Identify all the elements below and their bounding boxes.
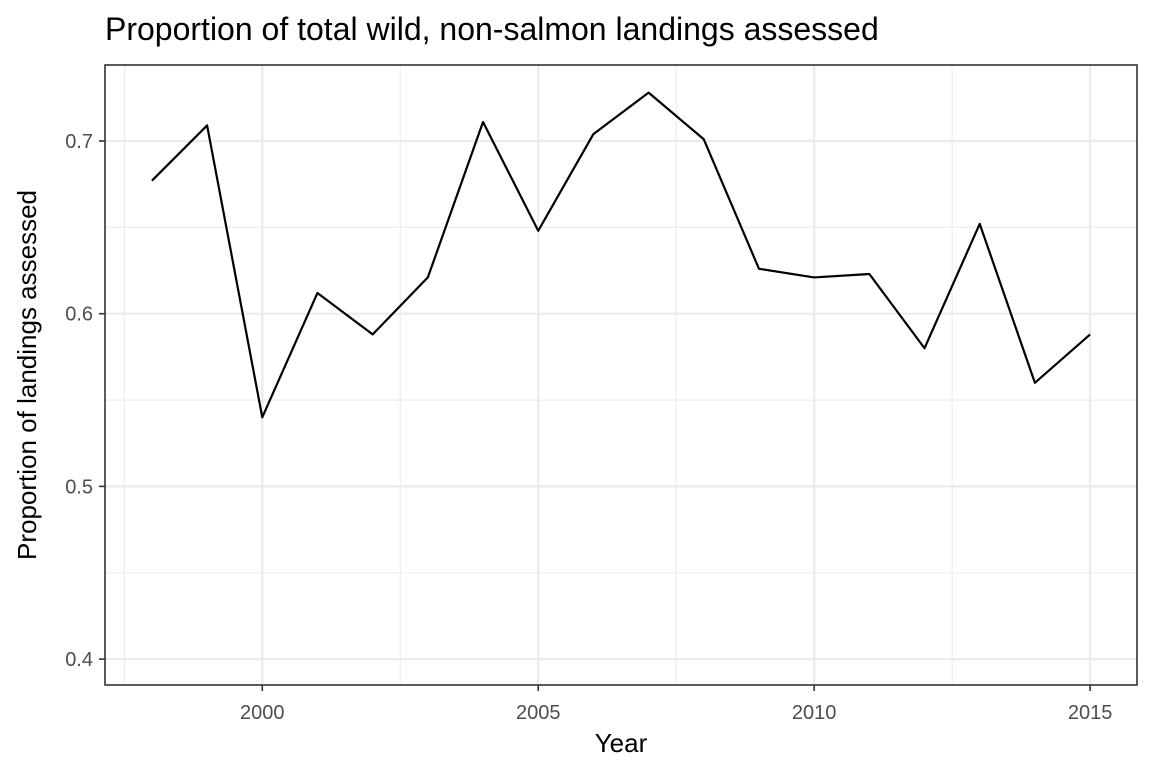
x-tick-label: 2010 (792, 702, 837, 724)
y-tick-label: 0.7 (65, 131, 93, 153)
minor-gridlines (105, 65, 1137, 685)
y-tick-label: 0.6 (65, 304, 93, 326)
x-tick-label: 2005 (516, 702, 561, 724)
y-axis-ticks: 0.4 0.5 0.6 0.7 (65, 131, 105, 671)
major-gridlines (105, 65, 1137, 685)
plot-panel-border (104, 64, 1138, 686)
series-line (151, 91, 1091, 419)
y-tick-label: 0.4 (65, 649, 93, 671)
y-axis-title: Proportion of landings assessed (12, 190, 42, 560)
x-tick-label: 2015 (1068, 702, 1113, 724)
data-series (151, 91, 1091, 419)
x-axis-title: Year (595, 728, 648, 758)
x-tick-label: 2000 (240, 702, 285, 724)
x-axis-ticks: 2000 2005 2010 2015 (240, 685, 1112, 724)
y-tick-label: 0.5 (65, 476, 93, 498)
chart-title: Proportion of total wild, non-salmon lan… (105, 11, 879, 47)
